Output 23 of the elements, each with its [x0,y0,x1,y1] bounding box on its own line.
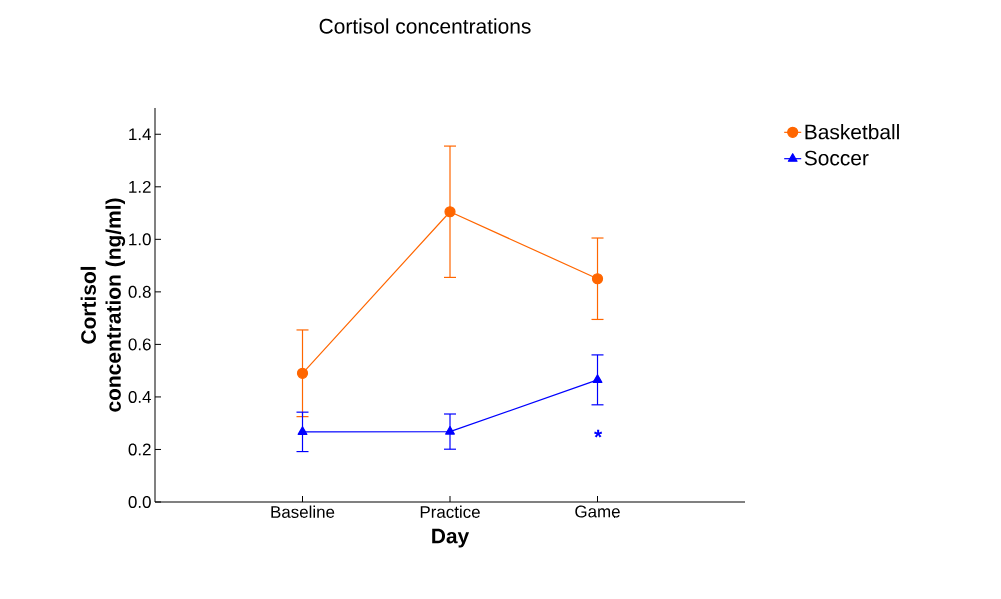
x-axis-title: Day [432,528,470,548]
x-tick-label: Baseline [271,505,335,518]
y-tick-label: 0.6 [128,338,151,351]
point [444,206,456,218]
x-tick-label: Practice [420,505,480,518]
y-tick-label: 1.2 [129,180,151,193]
chart-title: Cortisol concentrations [319,18,531,34]
y-tick-label: 1.0 [129,233,151,246]
y-tick-label: 0.4 [128,390,151,403]
legend-label: Basketball [805,124,899,140]
point [297,426,308,435]
y-tick-label: 0.8 [128,285,151,298]
point [592,374,603,383]
y-tick-label: 1.4 [129,128,151,141]
x-tick-label: Game [575,505,620,518]
y-tick-label: 0.2 [128,443,151,456]
point [296,367,309,379]
legend-label: Soccer [804,150,869,166]
y-tick-label: 0.0 [128,496,151,508]
point [445,426,455,435]
annotation: * [594,429,603,438]
y-axis-title: Cortisol concentration (ng/ml) [80,198,126,412]
point [591,273,604,285]
